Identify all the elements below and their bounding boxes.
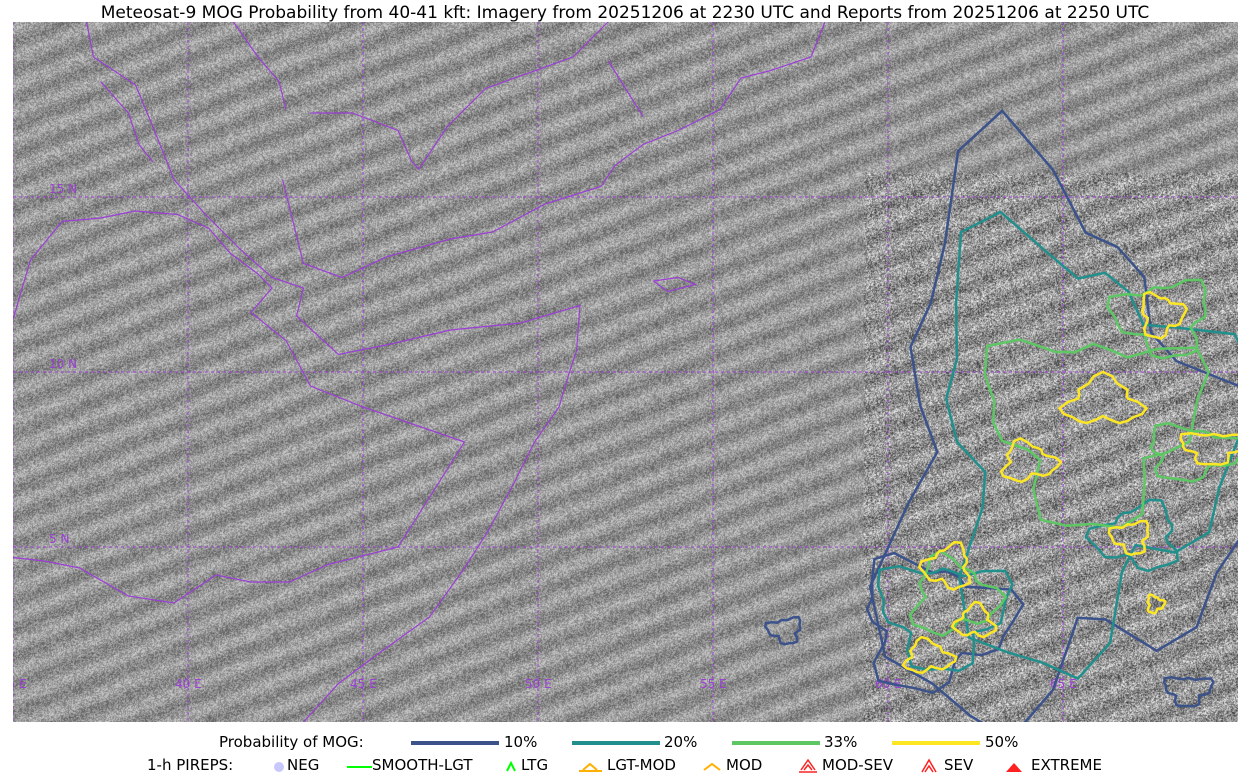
prob-20-label: 20%	[664, 733, 698, 751]
mog-contour	[1106, 278, 1207, 360]
mog-contour	[944, 210, 1238, 681]
mog-contour	[763, 615, 802, 646]
country-border	[310, 22, 609, 170]
line-icon	[347, 766, 372, 768]
prob-33-swatch	[732, 741, 820, 745]
filled-triangle-icon	[1006, 763, 1022, 772]
lon-label: 35 E	[13, 677, 27, 691]
chart-title: Meteosat-9 MOG Probability from 40-41 kf…	[100, 3, 1150, 23]
mog-contour	[983, 338, 1210, 530]
double-caret-bar-icon	[799, 758, 817, 773]
lat-label: 15 N	[49, 182, 77, 196]
mog-contour	[876, 564, 1014, 672]
mog-contour	[1057, 370, 1149, 425]
prob-33-label: 33%	[824, 733, 858, 751]
prob-10-swatch	[411, 741, 499, 745]
double-caret-icon	[921, 758, 937, 773]
pirep-sev-label: SEV	[944, 756, 974, 774]
lon-label: 40 E	[175, 677, 202, 691]
caret-icon	[703, 762, 721, 771]
pirep-legend-label: 1-h PIREPS:	[147, 756, 234, 774]
mog-contour	[1179, 431, 1238, 466]
lon-label: 55 E	[700, 677, 727, 691]
mog-contour	[1162, 675, 1215, 708]
caret-bar-icon	[579, 762, 602, 772]
mog-contour	[1146, 592, 1167, 615]
prob-10-label: 10%	[504, 733, 538, 751]
pirep-extreme-label: EXTREME	[1031, 756, 1102, 774]
country-border	[233, 22, 287, 110]
prob-legend-label: Probability of MOG:	[219, 733, 364, 751]
country-border	[85, 22, 581, 722]
prob-50-label: 50%	[985, 733, 1019, 751]
country-border	[281, 22, 826, 279]
prob-20-swatch	[572, 741, 660, 745]
mog-contour	[999, 437, 1063, 484]
mog-contour	[917, 540, 972, 591]
prob-50-swatch	[892, 741, 980, 745]
pirep-ltg-label: LTG	[521, 756, 549, 774]
country-border	[13, 210, 466, 604]
mog-contour	[868, 109, 1238, 722]
mog-contour	[1084, 498, 1180, 573]
pirep-mod-sev-label: MOD-SEV	[822, 756, 893, 774]
mog-contour	[901, 635, 958, 674]
map-overlay: 35 E40 E45 E50 E55 E60 E65 E15 N10 N5 N	[13, 22, 1238, 722]
lon-label: 50 E	[525, 677, 552, 691]
mog-contour	[908, 549, 1008, 638]
lat-label: 5 N	[49, 532, 69, 546]
neg-circle-icon	[274, 762, 284, 772]
mog-contour	[950, 600, 998, 639]
lat-label: 10 N	[49, 357, 77, 371]
caret-icon	[506, 760, 516, 772]
country-border	[100, 81, 154, 163]
pirep-lgt-mod-label: LGT-MOD	[607, 756, 676, 774]
pirep-mod-label: MOD	[726, 756, 763, 774]
country-border	[607, 60, 644, 117]
pirep-smooth-lgt-label: SMOOTH-LGT	[372, 756, 473, 774]
mog-contour	[1140, 290, 1189, 340]
lon-label: 45 E	[350, 677, 377, 691]
satellite-map[interactable]: 35 E40 E45 E50 E55 E60 E65 E15 N10 N5 N	[13, 22, 1238, 722]
mog-contour	[1107, 519, 1150, 556]
country-border	[653, 276, 698, 293]
pirep-neg-label: NEG	[287, 756, 320, 774]
